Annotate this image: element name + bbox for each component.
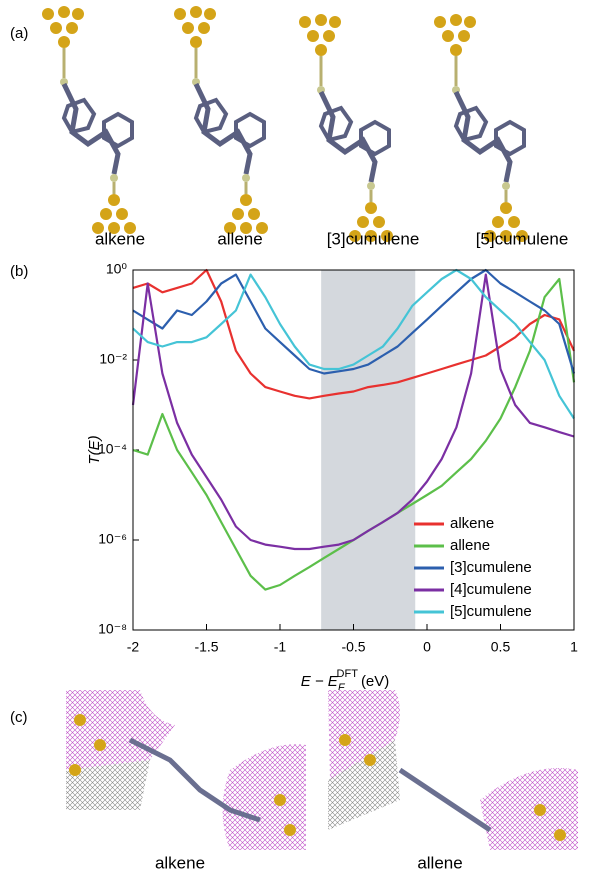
molecule-label: alkene (155, 853, 205, 872)
legend-label: alkene (450, 515, 494, 532)
x-label-unit: (eV) (361, 673, 389, 690)
legend-label: [3]cumulene (450, 559, 532, 576)
x-axis-label: E − EF DFT (eV) (301, 668, 390, 694)
molecule-label: [3]cumulene (327, 229, 420, 248)
molecule-image (434, 14, 528, 242)
y-tick-label: 10⁻⁸ (98, 621, 127, 637)
orbital-mesh (222, 744, 306, 850)
orbital-mesh (480, 768, 578, 850)
legend-label: [5]cumulene (450, 603, 532, 620)
legend-label: allene (450, 537, 490, 554)
y-tick-label: 10⁰ (106, 261, 128, 277)
molecule-chain (398, 767, 492, 833)
panel-label: (a) (10, 25, 28, 42)
series-line (132, 268, 575, 420)
x-tick-label: -1.5 (194, 639, 218, 655)
legend-label: [4]cumulene (450, 581, 532, 598)
molecule-label: allene (417, 853, 462, 872)
x-tick-label: 1 (570, 639, 578, 655)
x-tick-label: -0.5 (341, 639, 365, 655)
y-axis-label: T(E) (86, 435, 103, 464)
molecule-label: [5]cumulene (476, 229, 569, 248)
panel-label: (b) (10, 263, 28, 280)
y-tick-label: 10⁻⁴ (98, 441, 127, 457)
x-tick-label: 0.5 (491, 639, 511, 655)
molecule-image (42, 6, 136, 234)
molecule-chain (128, 737, 261, 823)
panel-label: (c) (10, 709, 28, 726)
y-tick-label: 10⁻² (99, 351, 127, 367)
orbital-mesh (328, 690, 400, 780)
x-tick-label: -2 (127, 639, 140, 655)
molecule-label: allene (217, 229, 262, 248)
x-label-main: E − E (301, 673, 339, 690)
molecule-image (299, 14, 393, 242)
x-tick-label: 0 (423, 639, 431, 655)
orbital-mesh (328, 740, 400, 830)
series-line (131, 273, 575, 551)
orbital-mesh (66, 760, 150, 810)
plot-frame (132, 269, 575, 631)
x-label-sup: DFT (337, 668, 359, 680)
series-line (132, 268, 576, 375)
x-tick-label: -1 (274, 639, 287, 655)
x-label-sub: F (338, 682, 346, 694)
plot-area: 10⁻⁸ 10⁻⁶ 10⁻⁴ 10⁻² 10⁰ -2 -1.5 -1 -0.5 0 0.5 1 alke… (98, 261, 578, 655)
molecule-image (174, 6, 268, 234)
molecule-label: alkene (95, 229, 145, 248)
highlight-band (321, 270, 416, 630)
y-tick-label: 10⁻⁶ (98, 531, 127, 547)
